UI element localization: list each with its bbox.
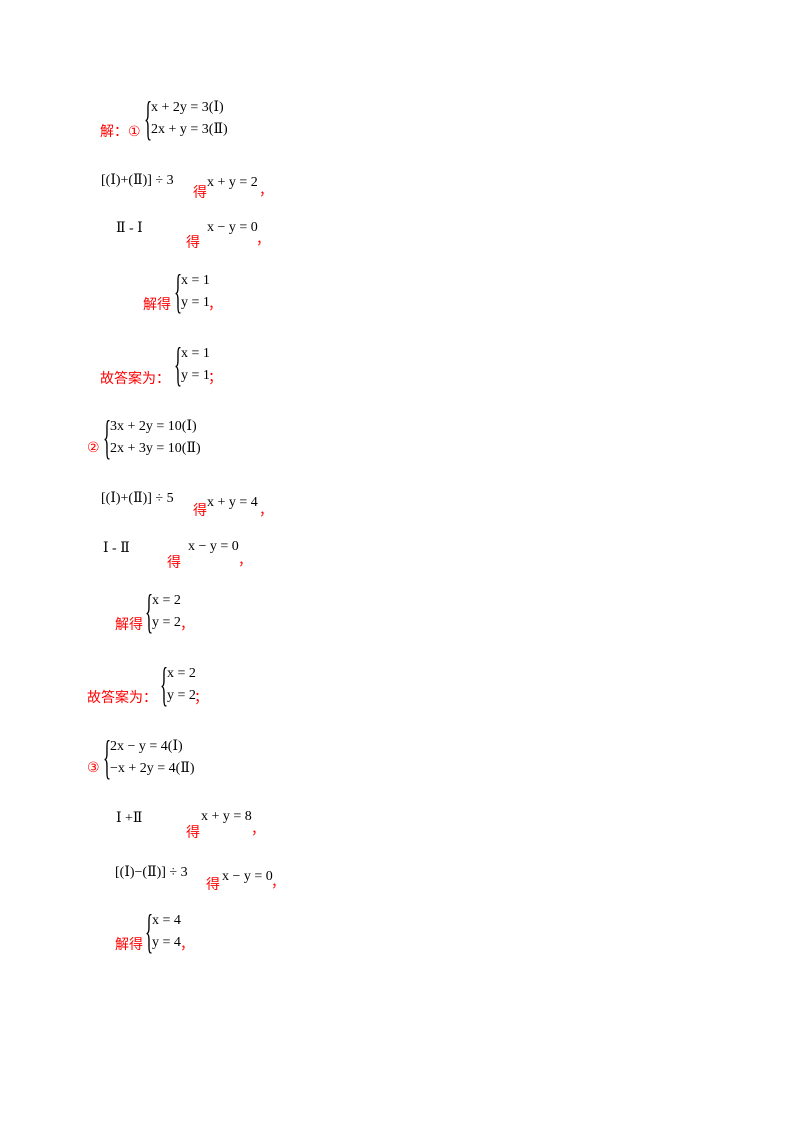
equation: y = 2 (152, 615, 181, 630)
operation: [(Ⅰ)+(Ⅱ)] ÷ 3 (101, 173, 174, 188)
punctuation: ， (256, 232, 270, 248)
equation-system: 3x + 2y = 10(Ⅰ) 2x + 3y = 10(Ⅱ) (110, 416, 201, 460)
equation: 3x + 2y = 10(Ⅰ) (110, 419, 197, 434)
equation: y = 4 (152, 935, 181, 950)
equation: x + 2y = 3(Ⅰ) (151, 100, 224, 115)
result-equation: x + y = 8 (201, 809, 252, 824)
de-label: 得 (193, 503, 207, 519)
equation-system: x = 2 y = 2 (167, 663, 196, 707)
equation: y = 1 (181, 368, 210, 383)
punctuation: ； (194, 690, 208, 706)
punctuation: ， (180, 937, 194, 953)
equation-system: x = 4 y = 4 (152, 910, 181, 954)
left-brace: { (103, 731, 112, 784)
result-equation: x + y = 4 (207, 495, 258, 510)
equation: 2x + 3y = 10(Ⅱ) (110, 441, 201, 456)
operation: Ⅱ - Ⅰ (116, 221, 143, 236)
equation-system: x + 2y = 3(Ⅰ) 2x + y = 3(Ⅱ) (151, 97, 228, 141)
de-label: 得 (193, 185, 207, 201)
punctuation: ； (208, 370, 222, 386)
left-brace: { (145, 905, 154, 958)
problem-number-3: ③ (87, 760, 100, 776)
equation: −x + 2y = 4(Ⅱ) (110, 761, 195, 776)
answer-label: 故答案为： (87, 690, 157, 706)
equation: x = 4 (152, 913, 181, 928)
result-equation: x + y = 2 (207, 175, 258, 190)
equation-system: x = 1 y = 1 (181, 270, 210, 314)
equation: x = 1 (181, 273, 210, 288)
equation: 2x + y = 3(Ⅱ) (151, 122, 228, 137)
equation: x = 2 (167, 666, 196, 681)
punctuation: ， (180, 617, 194, 633)
punctuation: ， (259, 503, 273, 519)
result-equation: x − y = 0 (222, 869, 273, 884)
solve-label: 解得 (143, 297, 171, 313)
solve-label: 解得 (115, 937, 143, 953)
left-brace: { (103, 411, 112, 464)
equation-system: x = 2 y = 2 (152, 590, 181, 634)
equation: y = 1 (181, 295, 210, 310)
problem-number-2: ② (87, 440, 100, 456)
punctuation: ， (208, 297, 222, 313)
solution-label-1: 解：① (100, 124, 141, 140)
equation: x = 2 (152, 593, 181, 608)
equation: y = 2 (167, 688, 196, 703)
operation: [(Ⅰ)+(Ⅱ)] ÷ 5 (101, 491, 174, 506)
punctuation: ， (271, 875, 285, 891)
solve-label: 解得 (115, 617, 143, 633)
result-equation: x − y = 0 (207, 220, 258, 235)
operation: [(Ⅰ)−(Ⅱ)] ÷ 3 (115, 865, 188, 880)
de-label: 得 (206, 877, 220, 893)
left-brace: { (145, 585, 154, 638)
operation: Ⅰ - Ⅱ (103, 541, 130, 556)
left-brace: { (174, 265, 183, 318)
answer-label: 故答案为： (100, 371, 170, 387)
equation: 2x − y = 4(Ⅰ) (110, 739, 183, 754)
punctuation: ， (259, 183, 273, 199)
equation: x = 1 (181, 346, 210, 361)
punctuation: ， (238, 553, 252, 569)
de-label: 得 (186, 825, 200, 841)
left-brace: { (160, 658, 169, 711)
de-label: 得 (186, 235, 200, 251)
left-brace: { (174, 338, 183, 391)
left-brace: { (144, 92, 153, 145)
equation-system: x = 1 y = 1 (181, 343, 210, 387)
punctuation: ， (251, 822, 265, 838)
equation-system: 2x − y = 4(Ⅰ) −x + 2y = 4(Ⅱ) (110, 736, 195, 780)
operation: Ⅰ +Ⅱ (116, 811, 143, 826)
result-equation: x − y = 0 (188, 539, 239, 554)
de-label: 得 (167, 555, 181, 571)
